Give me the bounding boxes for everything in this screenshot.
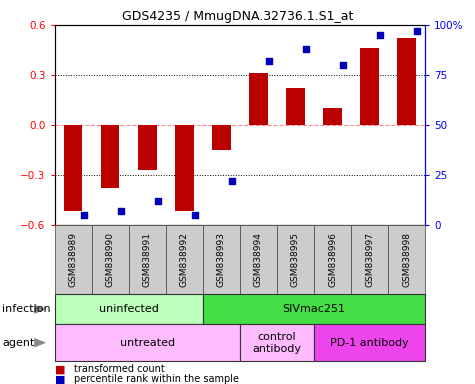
Bar xyxy=(240,225,277,294)
Bar xyxy=(314,225,351,294)
Bar xyxy=(92,225,129,294)
Point xyxy=(339,62,347,68)
Bar xyxy=(388,225,425,294)
Text: uninfected: uninfected xyxy=(99,304,159,314)
Point xyxy=(228,178,236,184)
Text: infection: infection xyxy=(2,304,51,314)
Text: GSM838989: GSM838989 xyxy=(69,232,77,287)
Text: ■: ■ xyxy=(55,374,65,384)
Point xyxy=(376,32,384,38)
Point xyxy=(265,58,273,64)
Bar xyxy=(203,225,240,294)
Bar xyxy=(351,225,388,294)
Bar xyxy=(175,125,194,211)
Bar xyxy=(55,225,92,294)
Bar xyxy=(249,73,267,125)
Bar xyxy=(138,125,157,170)
Text: GSM838996: GSM838996 xyxy=(328,232,337,287)
Text: SIVmac251: SIVmac251 xyxy=(283,304,345,314)
Bar xyxy=(166,225,203,294)
Text: untreated: untreated xyxy=(120,338,175,348)
Text: GSM838992: GSM838992 xyxy=(180,232,189,286)
Text: GSM838993: GSM838993 xyxy=(217,232,226,287)
Text: transformed count: transformed count xyxy=(74,364,164,374)
Text: GSM838998: GSM838998 xyxy=(402,232,411,287)
Text: ■: ■ xyxy=(55,364,65,374)
Text: GSM838990: GSM838990 xyxy=(106,232,114,287)
Point xyxy=(191,212,199,218)
Bar xyxy=(277,225,314,294)
Point xyxy=(80,212,87,218)
Bar xyxy=(240,324,314,361)
Polygon shape xyxy=(34,338,46,348)
Bar xyxy=(397,38,416,125)
Text: percentile rank within the sample: percentile rank within the sample xyxy=(74,374,238,384)
Bar xyxy=(212,125,231,150)
Bar xyxy=(314,324,425,361)
Text: GSM838997: GSM838997 xyxy=(365,232,374,287)
Bar xyxy=(101,125,120,188)
Text: GSM838994: GSM838994 xyxy=(254,232,263,286)
Bar xyxy=(55,294,203,324)
Point xyxy=(117,208,124,214)
Bar xyxy=(203,294,425,324)
Text: GDS4235 / MmugDNA.32736.1.S1_at: GDS4235 / MmugDNA.32736.1.S1_at xyxy=(122,10,353,23)
Point xyxy=(413,28,421,34)
Point xyxy=(154,198,162,204)
Text: GSM838995: GSM838995 xyxy=(291,232,300,287)
Text: agent: agent xyxy=(2,338,35,348)
Text: GSM838991: GSM838991 xyxy=(143,232,152,287)
Text: control
antibody: control antibody xyxy=(252,332,302,354)
Bar xyxy=(323,108,342,125)
Bar xyxy=(129,225,166,294)
Bar xyxy=(55,324,240,361)
Text: PD-1 antibody: PD-1 antibody xyxy=(330,338,409,348)
Bar xyxy=(361,48,379,125)
Bar xyxy=(286,88,305,125)
Point xyxy=(302,46,310,52)
Polygon shape xyxy=(34,304,46,314)
Bar xyxy=(64,125,83,211)
